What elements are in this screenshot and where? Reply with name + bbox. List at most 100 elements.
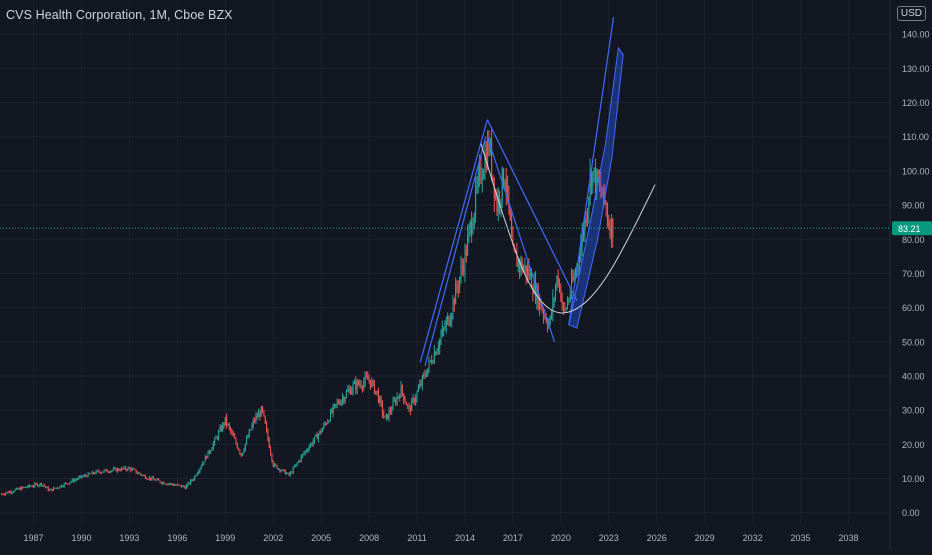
projection-channel[interactable] (568, 46, 624, 329)
y-tick-label: 110.00 (902, 132, 929, 142)
y-tick-label: 20.00 (902, 440, 925, 450)
candle-body (532, 288, 534, 294)
candle-body (590, 173, 592, 186)
candle-body (465, 249, 467, 256)
current-price-badge (892, 221, 932, 236)
candle-body (435, 352, 437, 355)
candle-body (266, 423, 268, 430)
candle-body (544, 315, 546, 317)
candle-body (43, 485, 45, 487)
candle-body (509, 208, 511, 220)
candle-body (377, 391, 379, 403)
candle-body (457, 287, 459, 289)
candle-body (582, 232, 584, 236)
candle-body (256, 415, 258, 418)
candle-body (459, 277, 461, 289)
x-tick-label: 2002 (263, 533, 283, 543)
candle-body (41, 483, 43, 486)
candle-body (95, 470, 97, 474)
candle-body (397, 396, 399, 398)
candle-body (263, 410, 265, 416)
candle-body (396, 396, 398, 404)
candle-body (90, 473, 92, 475)
candle-body (21, 486, 23, 491)
candle-body (148, 477, 150, 480)
trendline-inner-rise[interactable] (424, 136, 487, 366)
candle-body (400, 385, 402, 398)
cup-arc[interactable] (480, 143, 656, 314)
candle-body (455, 283, 457, 305)
candle-body (110, 470, 112, 473)
candle-body (557, 276, 559, 285)
candle-body (6, 491, 8, 494)
candle-body (156, 479, 158, 481)
candle-body (112, 468, 114, 471)
candle-body (294, 466, 296, 468)
candle-body (473, 214, 475, 226)
candle-body (504, 181, 506, 186)
candle-body (134, 469, 136, 471)
candle-body (508, 185, 510, 209)
y-tick-label: 40.00 (902, 372, 925, 382)
candle-body (367, 377, 369, 380)
candle-body (481, 178, 483, 181)
candle-body (214, 438, 216, 444)
candle-body (431, 360, 433, 363)
candle-body (598, 181, 600, 184)
candle-body (523, 268, 525, 271)
candle-body (369, 379, 371, 387)
candle-body (312, 441, 314, 445)
candle-body (573, 274, 575, 281)
x-tick-label: 2038 (838, 533, 858, 543)
candle-body (499, 195, 501, 205)
candle-body (363, 381, 365, 388)
candle-body (505, 181, 507, 192)
trendline-fall-line[interactable] (486, 119, 578, 302)
candle-body (30, 486, 32, 488)
candle-body (147, 478, 149, 480)
currency-badge[interactable]: USD (896, 6, 926, 21)
candle-body (381, 402, 383, 414)
x-tick-label: 1987 (24, 533, 44, 543)
trendline-rise-line[interactable] (419, 119, 488, 363)
candle-body (469, 221, 471, 228)
candle-body (372, 380, 374, 382)
candle-body (170, 483, 172, 485)
candle-body (348, 389, 350, 391)
candle-body (230, 427, 232, 432)
candle-body (364, 376, 366, 382)
candle-body (325, 423, 327, 425)
candle-body (140, 474, 142, 476)
candle-body (7, 491, 9, 493)
candle-body (14, 489, 16, 492)
candle-body (475, 186, 477, 215)
candle-body (215, 437, 217, 439)
candle-body (158, 479, 160, 481)
candle-body (359, 384, 361, 386)
candle-body (480, 165, 482, 181)
candle-body (355, 381, 357, 390)
candle-body (212, 443, 214, 449)
candle-body (88, 473, 90, 475)
candle-body (146, 478, 148, 480)
candle-body (178, 484, 180, 486)
drawings[interactable] (419, 17, 615, 366)
candle-body (142, 475, 144, 477)
candle-body (572, 277, 574, 281)
candle-body (57, 487, 59, 489)
trendline-inner-fall[interactable] (486, 136, 556, 343)
candle-body (219, 427, 221, 432)
candle-body (559, 284, 561, 286)
candle-body (449, 320, 451, 326)
candle-body (444, 327, 446, 329)
candle-body (239, 450, 241, 454)
candle-body (160, 482, 162, 484)
candle-body (308, 446, 310, 451)
candle-body (25, 486, 27, 488)
candle-body (252, 420, 254, 426)
candle-body (340, 400, 342, 405)
trendline-breakout-line[interactable] (568, 17, 615, 325)
candle-body (120, 468, 122, 471)
